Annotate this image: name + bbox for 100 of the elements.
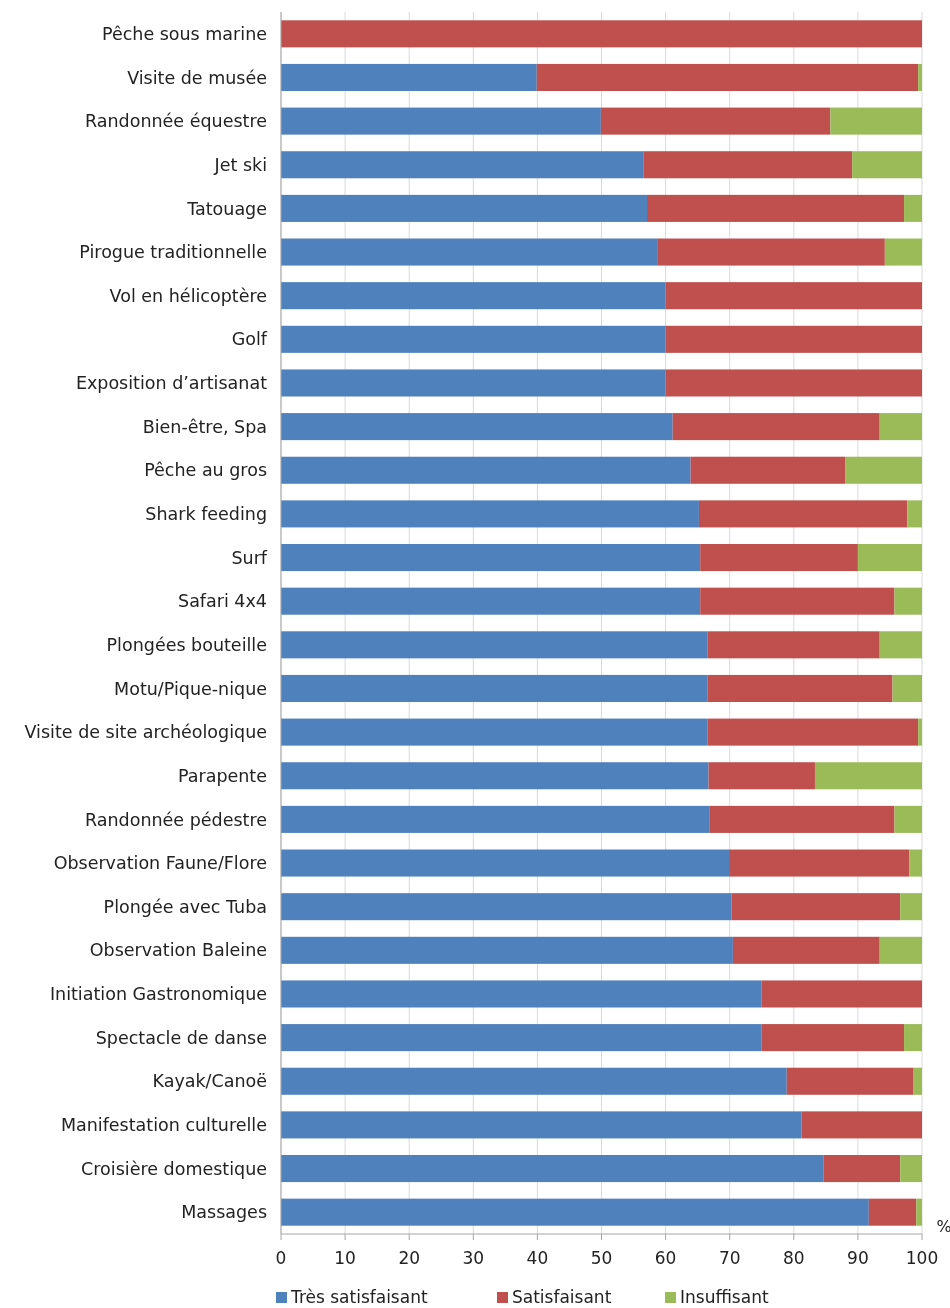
y-tick-label: Motu/Pique-nique [114,678,267,699]
bar [909,849,922,877]
x-tick-label: 0 [275,1248,287,1268]
x-tick-label: 10 [334,1248,356,1268]
y-tick-label: Surf [231,547,268,568]
bar [879,631,922,659]
bar [707,718,919,746]
y-tick-label: Observation Baleine [89,940,267,961]
bar [281,282,666,310]
legend-label: Insuffisant [680,1287,769,1307]
y-tick-label: Plongées bouteille [106,634,267,655]
bar [281,1111,802,1139]
bar [904,1024,922,1052]
y-tick-label: Pêche au gros [144,460,267,481]
bar [879,936,922,964]
bar [761,980,922,1008]
bar [801,1111,922,1139]
y-tick-label: Visite de site archéologique [24,722,267,743]
bar [868,1198,917,1226]
y-tick-label: Safari 4x4 [178,591,267,612]
bar [732,936,880,964]
bar [900,1155,922,1183]
bar [281,718,708,746]
bar [281,587,701,615]
bar [761,1024,905,1052]
bar [894,587,922,615]
legend-label: Satisfaisant [512,1287,612,1307]
bar [879,413,922,441]
bar [707,631,880,659]
x-tick-label: 80 [782,1248,805,1268]
x-tick-label: 50 [590,1248,613,1268]
x-tick-label: 70 [718,1248,741,1268]
bar [857,544,922,572]
bar [281,325,666,353]
bar [665,369,922,397]
bar [894,805,922,833]
bar [281,1024,762,1052]
bar [281,1198,869,1226]
y-tick-label: Visite de musée [127,67,267,88]
y-tick-label: Randonnée pédestre [85,809,267,830]
bar [281,674,708,702]
bar [690,456,846,484]
bar [643,151,853,179]
bar [281,107,601,135]
y-tick-label: Tatouage [186,198,267,219]
legend-label: Très satisfaisant [290,1287,428,1307]
bar [281,238,658,266]
y-tick-label: Pêche sous marine [101,23,267,44]
y-tick-label: Kayak/Canoë [152,1071,267,1092]
y-tick-label: Manifestation culturelle [60,1115,267,1136]
y-tick-label: Observation Faune/Flore [53,853,267,874]
bar [281,151,644,179]
y-tick-label: Croisière domestique [81,1158,267,1179]
x-tick-label: 100 [905,1248,939,1268]
y-tick-label: Golf [231,329,268,350]
y-tick-label: Pirogue traditionnelle [79,242,267,263]
bar [823,1155,901,1183]
bar [281,762,709,790]
bar [900,893,922,921]
bar [918,63,922,91]
bar [852,151,922,179]
y-tick-label: Shark feeding [145,504,267,525]
y-tick-label: Exposition d’artisanat [75,373,268,394]
bar [907,500,922,528]
bar [281,849,730,877]
bar [281,63,537,91]
x-tick-label: 90 [847,1248,869,1268]
x-tick-label: 20 [398,1248,421,1268]
bar [830,107,922,135]
bar [536,63,919,91]
bar [700,544,858,572]
x-tick-label: 30 [462,1248,485,1268]
bar [708,762,815,790]
bar [884,238,922,266]
bar [281,805,710,833]
bar [892,674,922,702]
bar [913,1067,922,1095]
y-tick-label: Jet ski [213,154,267,175]
bar [731,893,901,921]
bar [281,936,733,964]
bar [600,107,831,135]
bar [281,456,691,484]
x-axis-title: % [936,1217,950,1236]
bar [698,500,908,528]
bar [845,456,922,484]
bar [672,413,880,441]
bar [281,631,708,659]
bar [700,587,895,615]
bar [786,1067,914,1095]
bar [281,544,701,572]
bar [918,718,922,746]
y-tick-label: Randonnée équestre [85,111,267,132]
bar [665,325,922,353]
bar [647,194,905,222]
bar [916,1198,922,1226]
bar [729,849,910,877]
bar [709,805,895,833]
bar [281,20,922,48]
y-tick-label: Vol en hélicoptère [109,285,267,306]
y-tick-label: Parapente [177,765,267,786]
